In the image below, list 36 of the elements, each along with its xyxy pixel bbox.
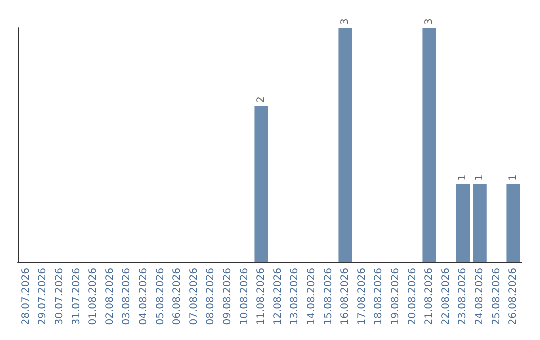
- x-tick-label: 09.08.2026: [222, 268, 234, 326]
- x-tick-label: 20.08.2026: [407, 268, 418, 326]
- x-tick-label: 24.08.2026: [474, 268, 486, 326]
- x-tick-label: 06.08.2026: [172, 268, 184, 326]
- x-tick-label: 15.08.2026: [323, 268, 334, 326]
- x-tick-label: 07.08.2026: [188, 268, 200, 326]
- x-tick-label: 12.08.2026: [272, 268, 284, 326]
- x-tick-label: 29.07.2026: [38, 268, 49, 326]
- data-label: 1: [508, 174, 520, 181]
- data-label: 3: [424, 18, 436, 25]
- x-tick-label: 02.08.2026: [104, 268, 116, 326]
- data-label: 1: [458, 174, 469, 181]
- data-label: 1: [474, 174, 486, 181]
- x-tick-label: 05.08.2026: [155, 268, 166, 326]
- x-tick-label: 08.08.2026: [206, 268, 217, 326]
- x-tick-label: 16.08.2026: [340, 268, 352, 326]
- x-tick-label: 23.08.2026: [458, 268, 469, 326]
- x-tick-label: 21.08.2026: [424, 268, 436, 326]
- x-tick-label: 18.08.2026: [374, 268, 385, 326]
- x-tick-label: 22.08.2026: [440, 268, 452, 326]
- x-tick-label: 17.08.2026: [356, 268, 368, 326]
- x-tick-label: 14.08.2026: [306, 268, 318, 326]
- x-tick-label: 13.08.2026: [290, 268, 301, 326]
- x-tick-label: 04.08.2026: [138, 268, 150, 326]
- x-tick-label: 01.08.2026: [88, 268, 100, 326]
- data-label: 3: [340, 18, 352, 25]
- x-tick-label: 30.07.2026: [54, 268, 66, 326]
- x-tick-label: 26.08.2026: [508, 268, 520, 326]
- x-tick-label: 10.08.2026: [239, 268, 250, 326]
- data-label: 2: [256, 96, 268, 103]
- x-tick-label: 11.08.2026: [256, 268, 268, 326]
- x-tick-label: 31.07.2026: [71, 268, 82, 326]
- x-tick-label: 28.07.2026: [20, 268, 32, 326]
- x-tick-label: 03.08.2026: [122, 268, 133, 326]
- x-tick-label: 19.08.2026: [390, 268, 402, 326]
- x-tick-label: 25.08.2026: [491, 268, 502, 326]
